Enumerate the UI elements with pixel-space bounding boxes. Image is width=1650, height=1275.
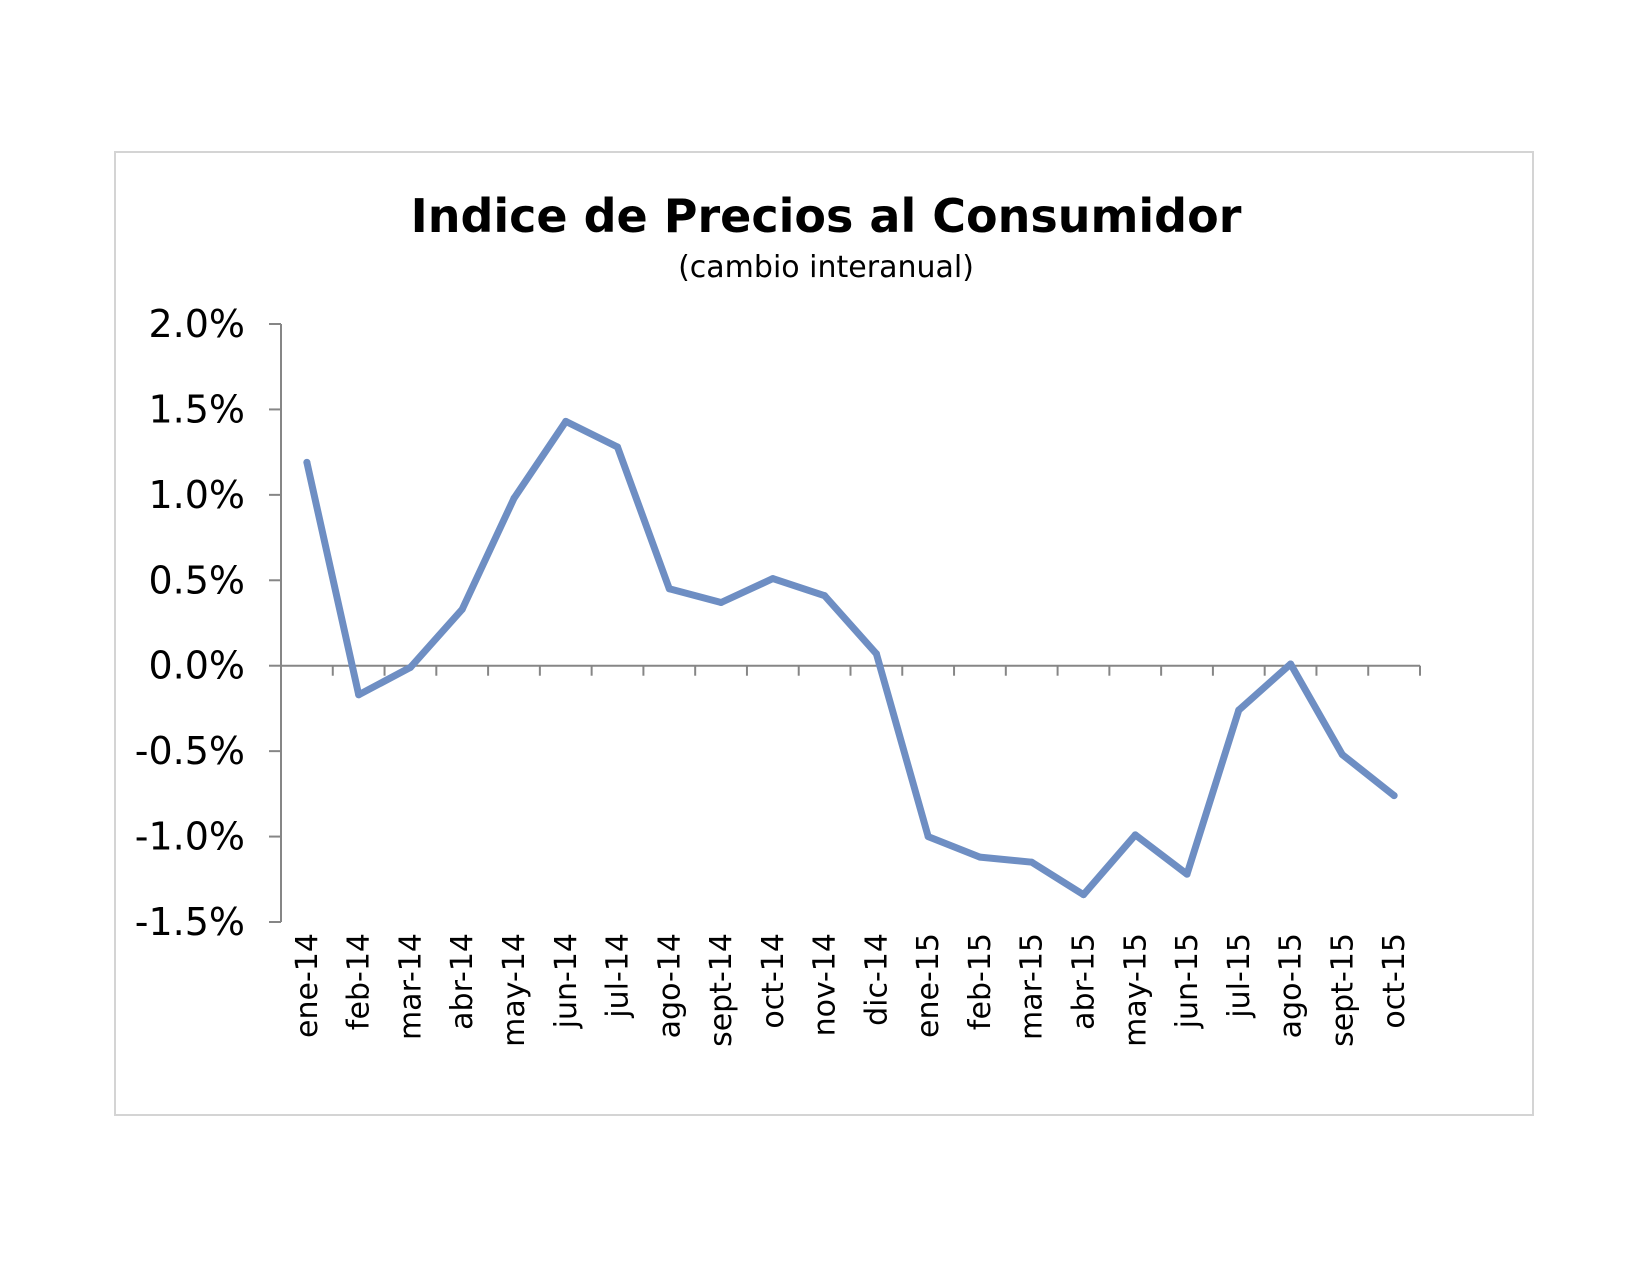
series-group <box>303 417 1398 899</box>
x-tick-label: feb-15 <box>963 933 998 1030</box>
x-tick-label: nov-14 <box>808 933 843 1036</box>
chart-subtitle: (cambio interanual) <box>678 250 974 285</box>
chart-title: Indice de Precios al Consumidor <box>411 189 1242 243</box>
data-point <box>1131 831 1139 839</box>
data-point <box>1183 870 1191 878</box>
x-tick-label: ene-14 <box>290 933 325 1038</box>
x-axis: ene-14 feb-14 mar-14 abr-14 may-14 jun-14 jul-… <box>280 664 1421 1047</box>
y-tick-label: 1.0% <box>148 473 245 517</box>
x-tick-label: ago-14 <box>652 933 687 1038</box>
y-tick-label: -1.5% <box>135 900 245 944</box>
x-tick-label: oct-15 <box>1377 933 1412 1029</box>
y-tick-label: -0.5% <box>135 729 245 773</box>
data-point <box>976 853 984 861</box>
data-point <box>769 575 777 583</box>
x-tick-label: sept-14 <box>704 933 739 1047</box>
y-tick-label: -1.0% <box>135 815 245 859</box>
x-tick-label: jul-14 <box>601 933 636 1019</box>
x-tick-label: abr-15 <box>1066 933 1101 1030</box>
data-point <box>355 691 363 699</box>
data-point <box>1390 792 1398 800</box>
data-point <box>1028 858 1036 866</box>
x-tick-label: abr-14 <box>445 933 480 1030</box>
data-point <box>562 417 570 425</box>
data-point <box>1287 660 1295 668</box>
y-tick-label: 0.5% <box>148 558 245 602</box>
data-point <box>510 494 518 502</box>
x-tick-label: oct-14 <box>756 933 791 1029</box>
x-tick-label: sept-15 <box>1325 933 1360 1047</box>
x-tick-label: jun-14 <box>549 933 584 1029</box>
x-tick-label: may-14 <box>497 933 532 1047</box>
x-tick-label: jul-15 <box>1222 933 1257 1019</box>
x-tick-label: may-15 <box>1118 933 1153 1047</box>
data-point <box>717 598 725 606</box>
data-point <box>303 458 311 466</box>
x-tick-label: mar-14 <box>393 933 428 1040</box>
y-tick-label: 1.5% <box>148 387 245 431</box>
x-tick-label: ago-15 <box>1274 933 1309 1038</box>
x-tick-label: dic-14 <box>859 933 894 1026</box>
data-point <box>821 592 829 600</box>
x-tick-label: jun-15 <box>1170 933 1205 1029</box>
data-point <box>872 650 880 658</box>
y-tick-label: 0.0% <box>148 644 245 688</box>
x-tick-label: mar-15 <box>1015 933 1050 1040</box>
y-axis: 2.0% 1.5% 1.0% 0.5% 0.0% -0.5% -1.0% -1.5% <box>135 302 282 944</box>
chart-svg: Indice de Precios al Consumidor (cambio … <box>135 189 1421 1047</box>
data-point <box>1079 891 1087 899</box>
data-point <box>665 585 673 593</box>
chart-frame: Indice de Precios al Consumidor (cambio … <box>114 151 1534 1116</box>
data-point <box>924 833 932 841</box>
y-tick-label: 2.0% <box>148 302 245 346</box>
data-point <box>458 605 466 613</box>
x-tick-label: feb-14 <box>342 933 377 1030</box>
data-point <box>614 443 622 451</box>
data-point <box>1235 706 1243 714</box>
series-line <box>303 417 1398 899</box>
data-point <box>1338 751 1346 759</box>
x-tick-label: ene-15 <box>911 933 946 1038</box>
data-point <box>406 663 414 671</box>
